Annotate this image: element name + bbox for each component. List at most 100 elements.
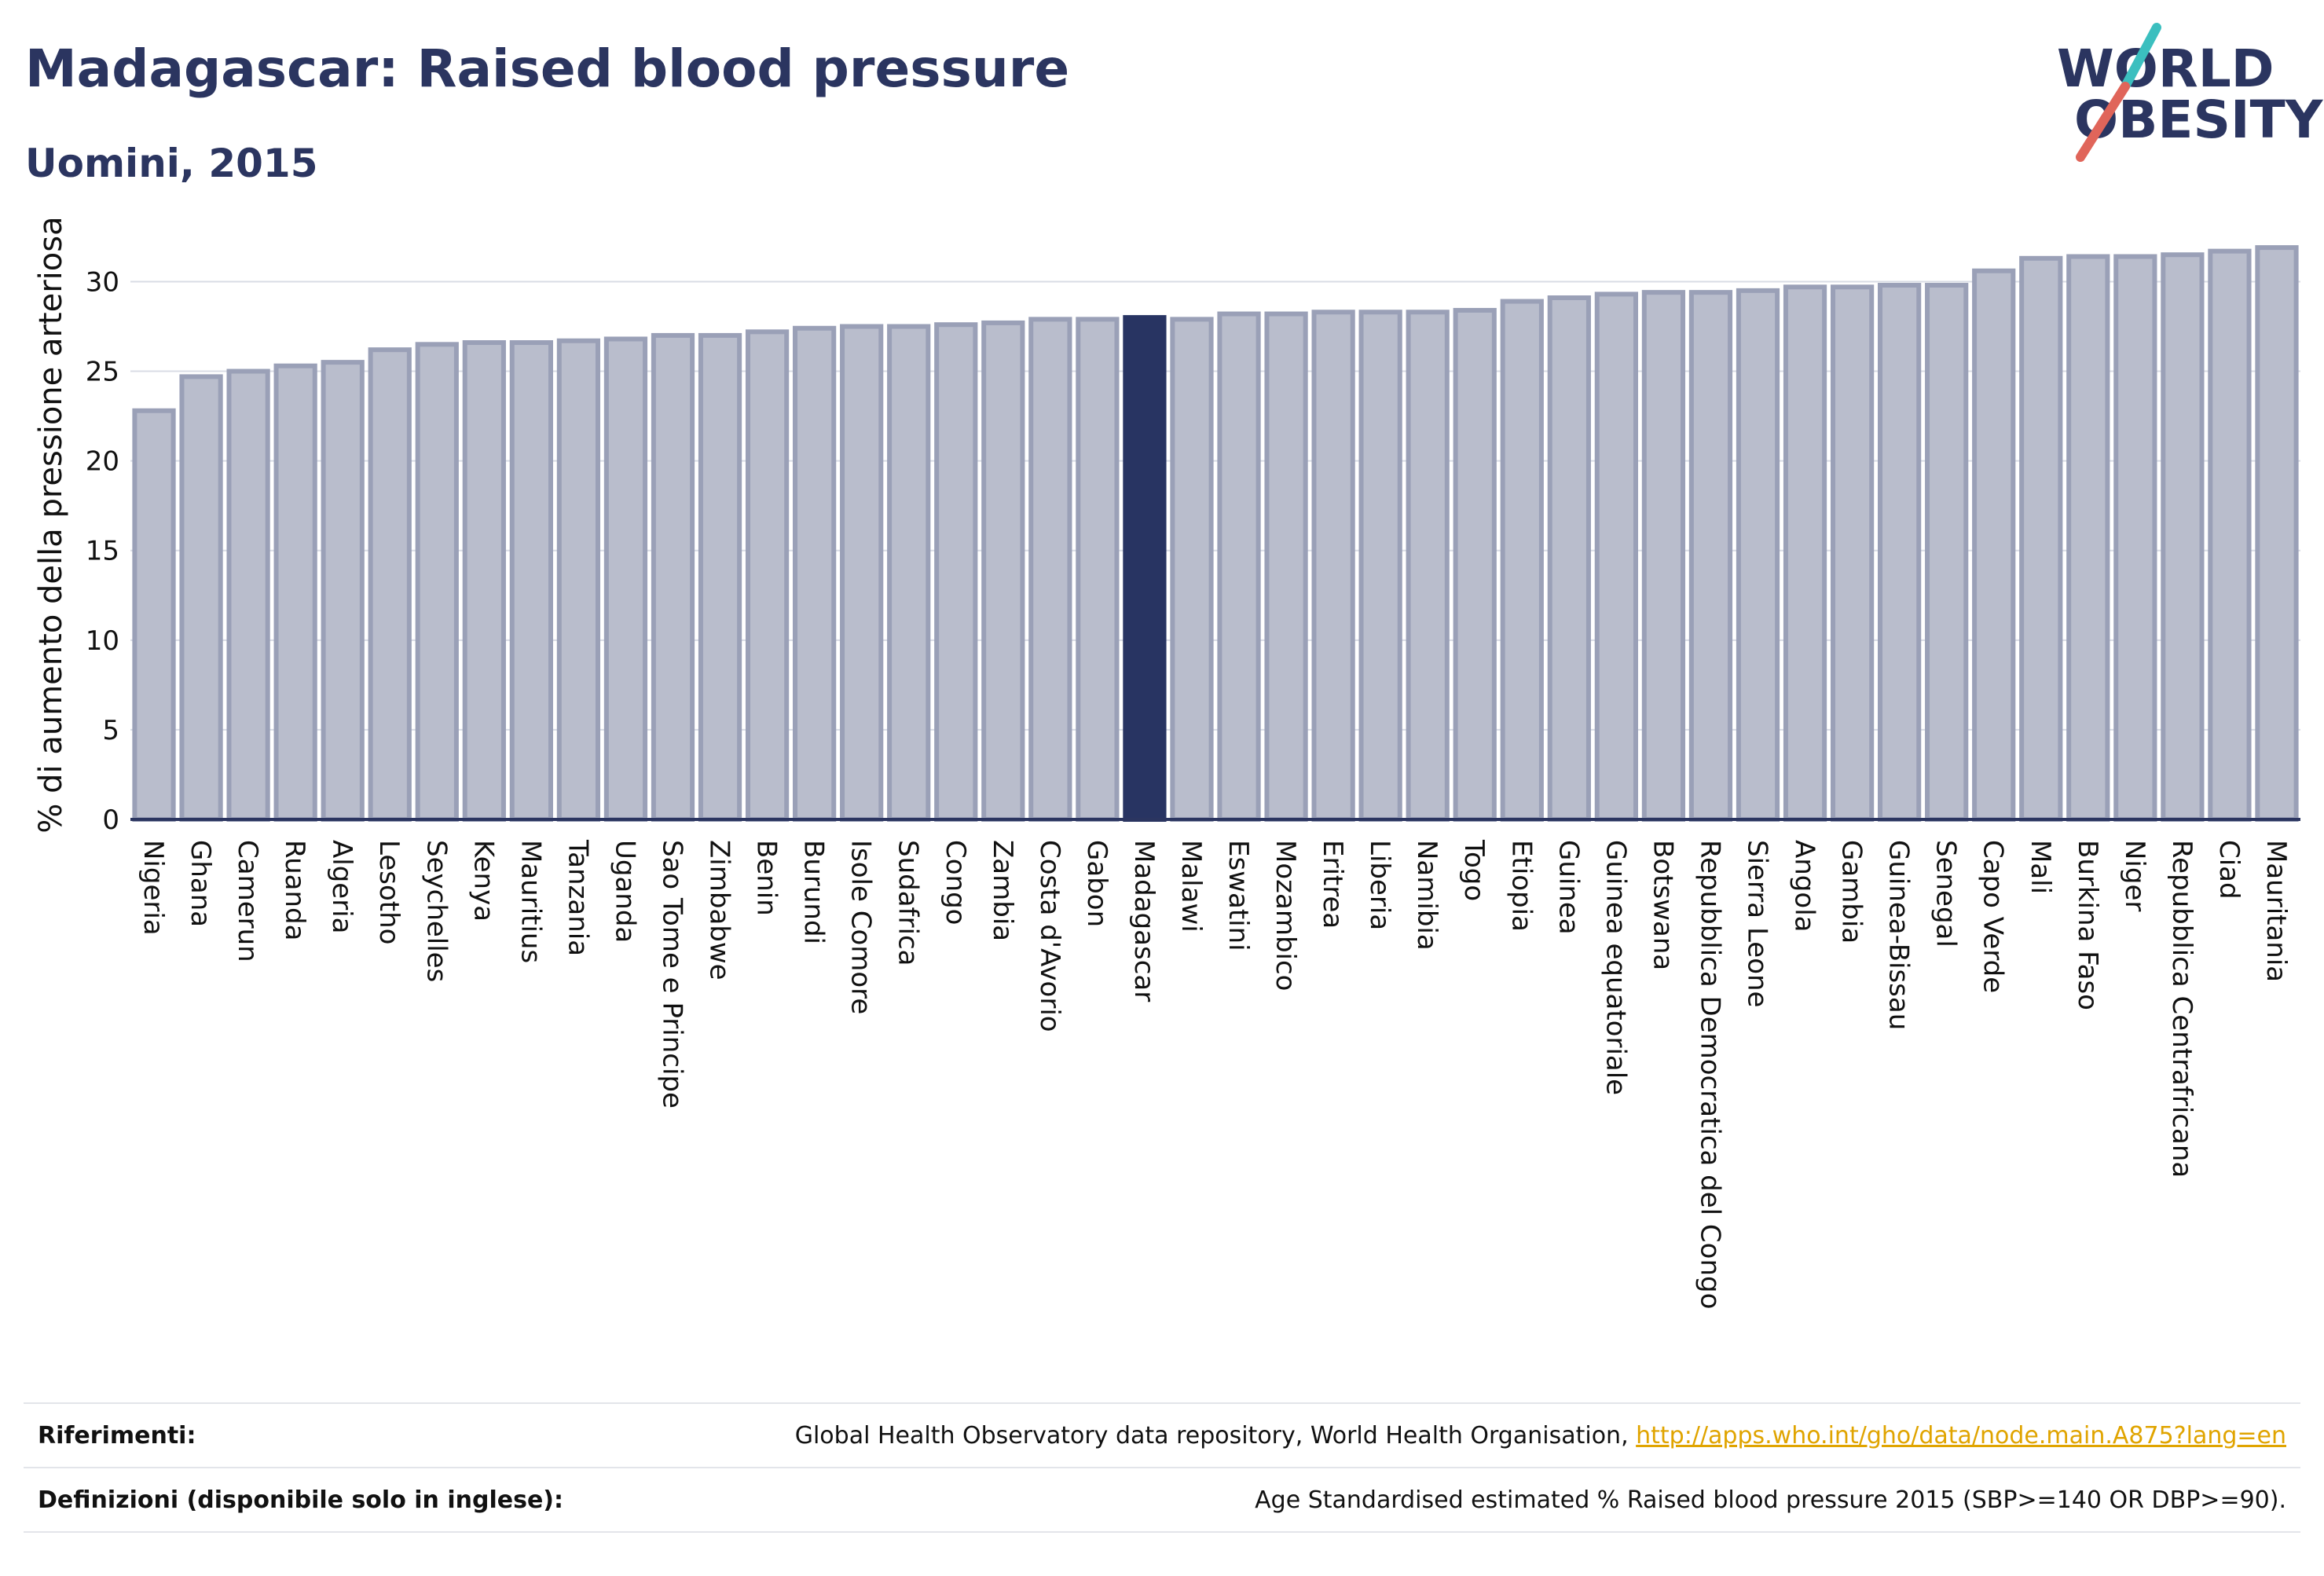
bar — [556, 338, 601, 823]
footer-divider — [24, 1531, 2300, 1533]
x-tick-label: Madagascar — [1128, 840, 1160, 1002]
x-tick-label: Algeria — [326, 840, 357, 933]
x-tick-label: Mauritania — [2260, 840, 2292, 982]
bar — [1641, 290, 1686, 822]
x-tick-label: Senegal — [1930, 840, 1962, 947]
x-tick-label: Niger — [2119, 840, 2150, 911]
bar — [1076, 317, 1120, 822]
x-axis-labels: Nigeria Ghana Camerun Ruanda Algeria Lesotho S… — [137, 839, 2292, 1309]
bar — [1406, 310, 1450, 822]
bar — [1972, 268, 2016, 823]
x-tick-label: Namibia — [1411, 840, 1442, 951]
x-tick-label: Eritrea — [1317, 840, 1348, 929]
bar — [2161, 252, 2205, 822]
x-tick-label: Lesotho — [373, 840, 405, 944]
bar — [1453, 307, 1497, 822]
x-tick-label: Mozambico — [1270, 840, 1301, 991]
x-tick-label: Burundi — [798, 840, 830, 944]
bar — [2255, 245, 2299, 823]
bar — [132, 408, 176, 822]
bar — [2208, 248, 2252, 822]
x-tick-label: Congo — [940, 840, 971, 925]
bar — [934, 322, 978, 822]
x-tick-label: Zambia — [987, 840, 1018, 941]
x-tick-label: Liberia — [1364, 840, 1395, 930]
chart-title: Madagascar: Raised blood pressure — [25, 38, 1069, 99]
x-tick-label: Botswana — [1647, 840, 1678, 970]
y-tick-label: 20 — [86, 446, 119, 478]
references-value: Global Health Observatory data repositor… — [795, 1422, 2300, 1450]
x-tick-label: Guinea — [1552, 840, 1584, 935]
x-tick-label: Benin — [751, 840, 783, 916]
x-tick-label: Guinea equatoriale — [1600, 840, 1631, 1095]
bar — [1358, 310, 1402, 822]
bar — [1736, 288, 1780, 822]
x-tick-label: Ciad — [2213, 840, 2245, 900]
logo-word-world: WORLD — [2057, 38, 2275, 99]
footer-divider — [24, 1467, 2300, 1468]
references-link[interactable]: http://apps.who.int/gho/data/node.main.A… — [1636, 1421, 2286, 1450]
definitions-value: Age Standardised estimated % Raised bloo… — [1255, 1486, 2286, 1514]
x-tick-label: Sudafrica — [893, 840, 924, 966]
x-tick-label: Kenya — [467, 840, 499, 922]
x-tick-label: Uganda — [609, 840, 640, 943]
x-tick-label: Burkina Faso — [2072, 840, 2103, 1010]
x-tick-label: Sao Tome e Principe — [657, 840, 688, 1109]
x-tick-label: Repubblica Democratica del Congo — [1694, 840, 1725, 1309]
x-tick-label: Isole Comore — [845, 840, 877, 1014]
bar — [651, 332, 695, 822]
bar — [462, 340, 506, 822]
x-tick-label: Mauritius — [515, 840, 546, 963]
references-text: Global Health Observatory data repositor… — [794, 1421, 1637, 1450]
bar — [226, 368, 270, 822]
y-axis-label: % di aumento della pressione arteriosa — [33, 216, 69, 833]
bar — [1594, 291, 1638, 823]
bar — [273, 363, 317, 822]
y-tick-label: 30 — [86, 266, 119, 298]
chart-subtitle: Uomini, 2015 — [25, 141, 318, 186]
x-tick-label: Repubblica Centrafricana — [2166, 840, 2198, 1178]
bar — [321, 360, 365, 822]
bar — [1783, 284, 1827, 822]
references-row: Riferimenti: Global Health Observatory d… — [24, 1404, 2300, 1467]
x-tick-label: Zimbabwe — [704, 840, 735, 980]
bar — [509, 340, 553, 822]
definitions-label: Definizioni (disponibile solo in inglese… — [38, 1486, 563, 1514]
x-tick-label: Guinea-Bissau — [1883, 840, 1915, 1030]
x-tick-label: Angola — [1789, 840, 1820, 932]
x-tick-label: Malawi — [1175, 840, 1207, 933]
bar — [603, 336, 648, 822]
x-tick-label: Camerun — [232, 840, 263, 962]
x-tick-label: Seychelles — [420, 840, 452, 982]
bar — [2066, 254, 2110, 822]
x-tick-label: Nigeria — [137, 840, 169, 936]
bar — [793, 325, 837, 823]
y-axis-ticks: 0 5 10 15 20 25 30 — [86, 266, 119, 836]
x-tick-label: Costa d'Avorio — [1034, 840, 1065, 1032]
x-tick-label: Ghana — [185, 840, 216, 927]
bar — [2113, 254, 2157, 822]
logo-slash-red — [2076, 82, 2130, 162]
bar — [698, 332, 742, 822]
logo-word-obesity: OBESITY — [2074, 90, 2324, 150]
bar — [840, 324, 884, 822]
bar — [745, 329, 790, 822]
x-tick-label: Tanzania — [562, 839, 593, 956]
bar — [1500, 299, 1544, 822]
definitions-row: Definizioni (disponibile solo in inglese… — [24, 1468, 2300, 1531]
y-tick-label: 5 — [102, 715, 119, 746]
bar — [1217, 311, 1261, 822]
y-tick-label: 15 — [86, 536, 119, 567]
footer-divider — [24, 1402, 2300, 1404]
bar — [1830, 284, 1875, 822]
x-tick-label: Sierra Leone — [1742, 840, 1773, 1007]
y-tick-label: 10 — [86, 625, 119, 657]
x-tick-label: Gambia — [1836, 840, 1868, 944]
bar — [1311, 310, 1355, 822]
bar — [981, 320, 1025, 823]
references-label: Riferimenti: — [38, 1421, 196, 1450]
bar — [1547, 295, 1591, 822]
bar — [1264, 311, 1308, 822]
bar — [1925, 283, 1969, 822]
bar-highlighted — [1123, 315, 1167, 823]
